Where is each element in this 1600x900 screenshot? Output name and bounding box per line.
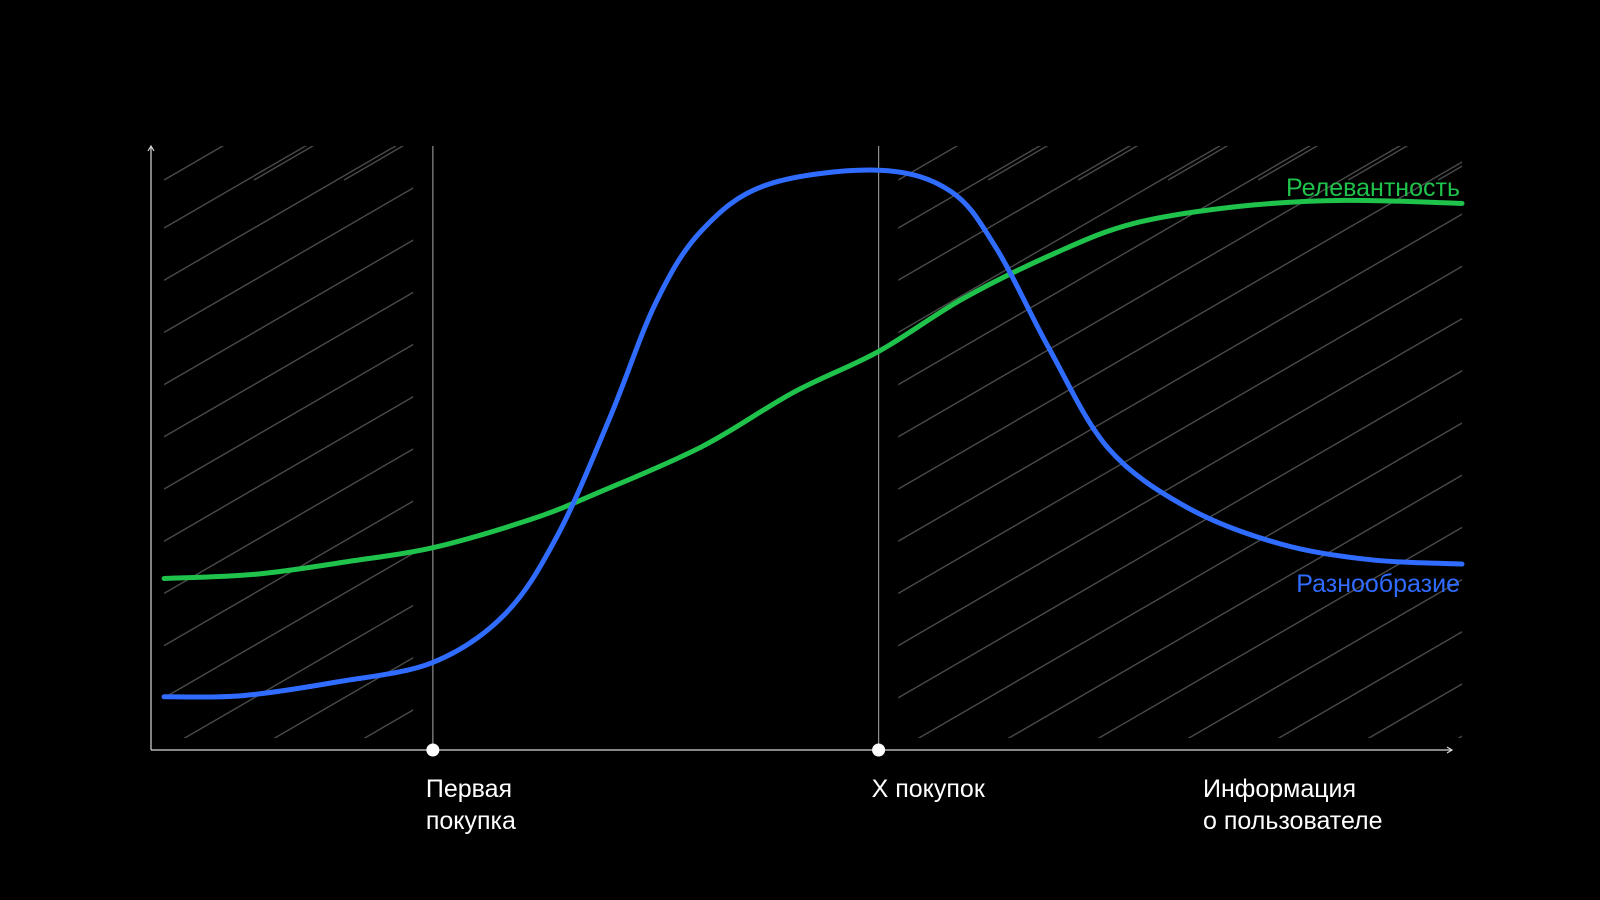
- x-tick-label-x-purchases: X покупок: [872, 775, 986, 803]
- series-line-diversity: [161, 167, 1465, 700]
- hatch-stroke: [628, 0, 1600, 180]
- y-axis-arrow: [147, 144, 155, 152]
- hatch-stroke: [898, 146, 959, 181]
- hatch-stroke: [0, 0, 934, 180]
- hatched-zones: [0, 0, 1600, 750]
- hatch-stroke: [898, 146, 1042, 229]
- series-line-relevance: [161, 197, 1465, 581]
- series-lines: [161, 167, 1465, 757]
- hatch-stroke: [1257, 146, 1319, 181]
- hatch-stroke: [164, 239, 414, 386]
- hatch-stroke: [268, 0, 1600, 180]
- hatch-stroke: [898, 370, 1462, 699]
- hatch-stroke: [358, 0, 1600, 180]
- hatch-stroke: [808, 0, 1600, 180]
- hatch-zone: [0, 0, 1600, 750]
- hatch-stroke: [164, 343, 414, 490]
- hatch-stroke: [987, 146, 1049, 181]
- hatch-stroke: [343, 146, 405, 181]
- hatch-stroke: [0, 0, 664, 180]
- hatch-stroke: [164, 146, 307, 229]
- hatch-stroke: [898, 317, 1462, 647]
- hatch-stroke: [0, 0, 754, 180]
- hatch-stroke: [164, 500, 414, 647]
- hatch-stroke: [898, 213, 1462, 543]
- hatch-stroke: [1437, 165, 1462, 181]
- hatch-stroke: [74, 0, 1474, 180]
- marker-dot: [426, 743, 440, 757]
- hatch-stroke: [164, 291, 414, 438]
- hatch-stroke: [1097, 526, 1462, 738]
- hatch-stroke: [1007, 474, 1462, 738]
- hatch-stroke: [898, 161, 1462, 490]
- hatch-stroke: [0, 0, 1384, 180]
- hatch-stroke: [88, 0, 1488, 180]
- hatch-stroke: [898, 146, 1402, 438]
- hatch-stroke: [0, 0, 844, 180]
- hatch-stroke: [718, 0, 1600, 180]
- hatch-stroke: [164, 552, 414, 699]
- hatch-stroke: [917, 422, 1462, 738]
- hatch-stroke: [524, 0, 1600, 180]
- hatch-stroke: [434, 0, 1600, 180]
- hatch-stroke: [1277, 631, 1462, 738]
- hatch-zone: [88, 0, 1600, 750]
- x-axis-label-user-info: Информация о пользователе: [1203, 775, 1383, 835]
- hatch-stroke: [1187, 578, 1462, 738]
- hatch-stroke: [434, 0, 1600, 750]
- series-label-relevance: Релевантность: [1286, 174, 1460, 202]
- hatch-stroke: [273, 656, 414, 738]
- hatch-stroke: [164, 448, 414, 595]
- hatch-stroke: [0, 0, 1294, 180]
- hatch-stroke: [1457, 735, 1462, 738]
- axes: [147, 144, 1454, 754]
- hatch-stroke: [363, 709, 414, 738]
- series-label-diversity: Разнообразие: [1296, 570, 1460, 598]
- hatch-stroke: [253, 146, 315, 181]
- marker-lines: [432, 146, 880, 750]
- hatch-stroke: [0, 0, 1204, 180]
- marker-dot: [872, 743, 886, 757]
- hatch-stroke: [1167, 146, 1229, 181]
- hatch-stroke: [1077, 146, 1139, 181]
- hatch-stroke: [898, 146, 1312, 386]
- hatch-stroke: [448, 0, 1600, 180]
- hatch-stroke: [164, 187, 414, 334]
- x-axis-arrow: [1446, 746, 1454, 754]
- hatch-stroke: [0, 0, 1114, 180]
- hatch-stroke: [1528, 0, 1600, 180]
- hatch-stroke: [538, 0, 1600, 180]
- hatch-stroke: [898, 265, 1462, 595]
- hatch-stroke: [164, 146, 225, 181]
- chart-labels: Релевантность Разнообразие Первая покупка X …: [426, 174, 1460, 835]
- hatch-stroke: [183, 604, 414, 738]
- hatch-stroke: [1367, 683, 1462, 738]
- hatch-stroke: [164, 146, 397, 282]
- hatch-stroke: [1347, 146, 1409, 181]
- hatch-stroke: [0, 0, 1024, 180]
- hatch-stroke: [898, 146, 1132, 282]
- x-tick-label-first-purchase: Первая покупка: [426, 775, 516, 835]
- hatch-stroke: [1528, 0, 1600, 750]
